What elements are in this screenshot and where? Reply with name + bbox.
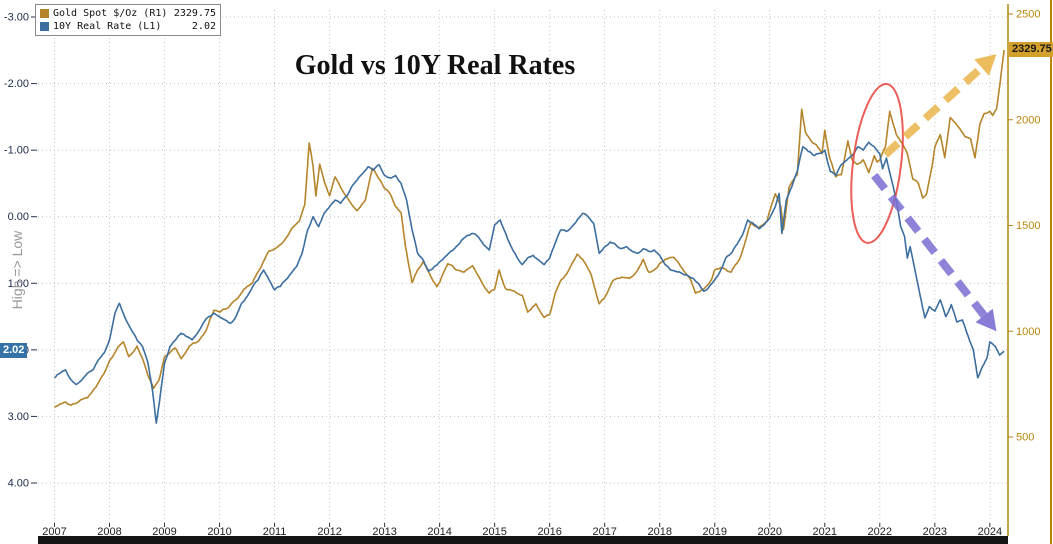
svg-text:2016: 2016 <box>537 526 561 538</box>
axes: -3.00-2.00-1.000.001.002.003.004.0025002… <box>4 0 1052 544</box>
svg-text:500: 500 <box>1016 432 1034 444</box>
svg-text:2021: 2021 <box>813 526 837 538</box>
svg-text:2010: 2010 <box>207 526 231 538</box>
gold-last-value-badge: 2329.75 <box>1009 42 1053 57</box>
svg-text:1.00: 1.00 <box>8 278 29 290</box>
legend-value: 2.02 <box>191 21 216 32</box>
legend-value: 2329.75 <box>173 8 216 19</box>
rate-series-swatch-icon <box>40 22 49 31</box>
arrowhead-icon <box>974 54 997 76</box>
left-axis-direction-label: High => Low <box>9 230 25 310</box>
gold-series-swatch-icon <box>40 9 49 18</box>
svg-text:2012: 2012 <box>317 526 341 538</box>
svg-text:0.00: 0.00 <box>8 211 29 223</box>
legend-label: Gold Spot $/Oz (R1) <box>53 8 168 19</box>
svg-text:2014: 2014 <box>427 526 451 538</box>
svg-text:3.00: 3.00 <box>8 411 29 423</box>
legend-item-rate[interactable]: 10Y Real Rate (L1) 2.02 <box>40 20 216 33</box>
rate-series-line <box>54 141 1005 424</box>
series-lines <box>53 49 1005 424</box>
gold-series-line <box>53 49 1005 408</box>
svg-text:2015: 2015 <box>482 526 506 538</box>
svg-text:2007: 2007 <box>42 526 66 538</box>
svg-text:2009: 2009 <box>152 526 176 538</box>
svg-text:2024: 2024 <box>978 526 1002 538</box>
highlight-circle <box>850 82 904 244</box>
legend-item-gold[interactable]: Gold Spot $/Oz (R1) 2329.75 <box>40 7 216 20</box>
annotations <box>850 54 997 332</box>
arrowhead-icon <box>975 308 997 332</box>
svg-text:2019: 2019 <box>703 526 727 538</box>
rates-down-arrow <box>871 172 988 318</box>
svg-text:2017: 2017 <box>592 526 616 538</box>
gridlines <box>38 10 1008 523</box>
gold-up-arrow <box>882 64 985 158</box>
legend-box: Gold Spot $/Oz (R1) 2329.75 10Y Real Rat… <box>35 4 221 36</box>
svg-text:2022: 2022 <box>868 526 892 538</box>
svg-text:-3.00: -3.00 <box>4 12 29 24</box>
svg-text:2008: 2008 <box>97 526 121 538</box>
svg-text:1000: 1000 <box>1016 326 1040 338</box>
svg-text:-1.00: -1.00 <box>4 145 29 157</box>
svg-text:2011: 2011 <box>263 526 287 538</box>
chart-title: Gold vs 10Y Real Rates <box>294 50 576 81</box>
bottom-scrollbar[interactable] <box>38 536 1008 544</box>
svg-text:-2.00: -2.00 <box>4 78 29 90</box>
svg-text:2023: 2023 <box>923 526 947 538</box>
legend-label: 10Y Real Rate (L1) <box>53 21 162 32</box>
svg-text:2020: 2020 <box>758 526 782 538</box>
svg-text:2000: 2000 <box>1016 114 1040 126</box>
svg-text:1500: 1500 <box>1016 220 1040 232</box>
svg-text:2018: 2018 <box>647 526 671 538</box>
svg-text:2013: 2013 <box>372 526 396 538</box>
rate-last-value-badge: 2.02 <box>0 343 28 359</box>
svg-text:2500: 2500 <box>1016 9 1040 21</box>
svg-text:4.00: 4.00 <box>8 478 29 490</box>
